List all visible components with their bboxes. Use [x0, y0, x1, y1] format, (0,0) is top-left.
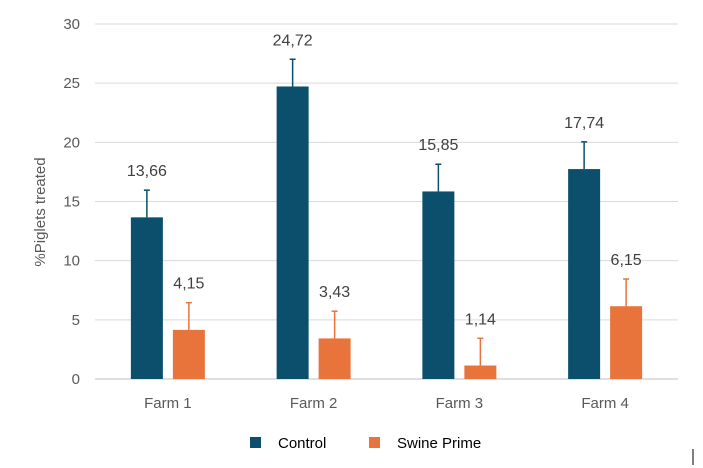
- y-tick-label: 5: [72, 312, 80, 329]
- legend: Control Swine Prime: [250, 435, 481, 452]
- y-tick-label: 30: [63, 16, 80, 33]
- x-axis-tick-labels: Farm 1 Farm 2 Farm 3 Farm 4: [144, 395, 629, 412]
- bar-control: [276, 86, 309, 379]
- x-tick-label: Farm 1: [144, 395, 192, 412]
- data-label: 24,72: [273, 32, 313, 49]
- bar-control: [568, 169, 601, 379]
- bar-swine-prime: [464, 365, 497, 379]
- data-label: 3,43: [319, 284, 350, 301]
- bar-control: [130, 217, 163, 379]
- y-axis-label: %Piglets treated: [32, 157, 49, 266]
- bar-control: [422, 191, 455, 379]
- x-tick-label: Farm 3: [436, 395, 484, 412]
- x-tick-label: Farm 4: [581, 395, 629, 412]
- x-tick-label: Farm 2: [290, 395, 338, 412]
- legend-label: Swine Prime: [397, 435, 481, 452]
- data-label: 15,85: [418, 137, 458, 154]
- legend-swatch: [250, 437, 261, 448]
- legend-label: Control: [278, 435, 326, 452]
- bar-swine-prime: [610, 306, 643, 379]
- y-tick-label: 10: [63, 253, 80, 270]
- data-label: 4,15: [173, 276, 204, 293]
- data-label: 1,14: [465, 311, 496, 328]
- data-label: 13,66: [127, 163, 167, 180]
- gridlines: [95, 23, 678, 380]
- bar-swine-prime: [172, 329, 205, 379]
- data-label: 17,74: [564, 115, 604, 132]
- y-tick-label: 0: [72, 371, 80, 388]
- y-tick-label: 25: [63, 75, 80, 92]
- y-tick-label: 15: [63, 194, 80, 211]
- bars: 13,66 4,15 24,72 3,43 15,85 1,14 17,74 6,15: [127, 32, 643, 379]
- y-tick-label: 20: [63, 134, 80, 151]
- data-label: 6,15: [611, 252, 642, 269]
- y-axis-tick-labels: 0 5 10 15 20 25 30: [63, 16, 80, 388]
- bar-swine-prime: [318, 338, 351, 379]
- legend-swatch: [369, 437, 380, 448]
